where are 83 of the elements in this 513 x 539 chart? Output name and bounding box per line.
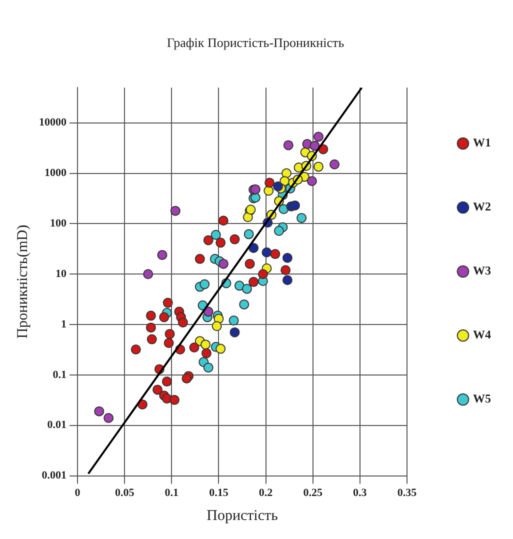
- point: [152, 384, 163, 395]
- point: [162, 298, 173, 308]
- point: [212, 321, 222, 332]
- y-tick-label: 0.001: [42, 470, 66, 482]
- point: [228, 316, 239, 326]
- point: [234, 280, 244, 291]
- point: [244, 258, 255, 269]
- point: [242, 284, 252, 294]
- point: [164, 328, 175, 339]
- point: [242, 212, 253, 222]
- point: [218, 258, 228, 269]
- point: [162, 376, 172, 387]
- point: [203, 362, 214, 373]
- x-tick-label: 0.15: [209, 487, 229, 500]
- point: [290, 200, 300, 210]
- point: [230, 327, 240, 338]
- point: [310, 140, 320, 151]
- point: [94, 406, 104, 416]
- x-tick-label: 0.2: [258, 487, 274, 500]
- legend-label: W2: [473, 200, 491, 214]
- y-tick-label: 10: [56, 268, 67, 280]
- x-tick-label: 0.35: [397, 487, 418, 500]
- point: [244, 229, 254, 240]
- legend-label: W4: [473, 328, 491, 342]
- point: [104, 413, 114, 424]
- point: [169, 394, 180, 405]
- point: [314, 162, 324, 172]
- point: [178, 317, 188, 328]
- point: [248, 276, 259, 287]
- point: [164, 338, 174, 348]
- point: [239, 299, 250, 310]
- y-tick-label: 1: [61, 318, 66, 330]
- x-tick-label: 0.1: [164, 487, 179, 500]
- point: [146, 310, 156, 321]
- point: [264, 178, 275, 188]
- point: [201, 348, 212, 358]
- point: [218, 216, 228, 226]
- point: [216, 238, 226, 248]
- point: [262, 247, 272, 258]
- y-tick-label: 10000: [39, 116, 67, 129]
- point: [274, 226, 284, 236]
- x-tick-label: 0.25: [303, 487, 323, 500]
- y-tick-label: 100: [50, 218, 67, 230]
- point: [203, 235, 214, 246]
- point: [258, 269, 268, 280]
- point: [146, 334, 157, 344]
- point: [146, 322, 156, 333]
- point: [189, 342, 200, 353]
- x-axis-title: Пористість: [206, 508, 278, 524]
- point: [210, 230, 221, 240]
- point: [157, 250, 168, 260]
- legend-label: W1: [473, 136, 491, 150]
- point: [280, 265, 291, 276]
- point: [170, 206, 180, 216]
- point: [230, 234, 240, 244]
- point: [216, 344, 226, 354]
- point: [143, 269, 154, 280]
- point: [273, 181, 284, 192]
- chart-title: Графік Пористість-Проникність: [166, 35, 344, 50]
- point: [306, 176, 317, 186]
- point: [200, 279, 210, 290]
- point: [283, 140, 294, 150]
- x-tick-label: 0.05: [114, 487, 135, 500]
- x-tick-label: 0: [74, 487, 81, 500]
- point: [330, 159, 340, 170]
- y-tick-label: 0.01: [47, 419, 66, 432]
- point: [282, 252, 292, 263]
- point: [270, 249, 280, 260]
- legend-label: W5: [473, 392, 491, 406]
- point: [130, 344, 141, 354]
- point: [200, 340, 211, 350]
- point: [314, 132, 324, 142]
- y-tick-label: 1000: [44, 167, 67, 180]
- point: [264, 186, 274, 196]
- point: [159, 312, 170, 322]
- y-axis-title: Проникність(mD): [14, 224, 31, 339]
- y-tick-label: 0.1: [52, 368, 66, 381]
- point: [296, 212, 307, 223]
- x-tick-label: 0.3: [353, 487, 368, 500]
- legend-label: W3: [473, 264, 491, 278]
- point: [194, 254, 205, 264]
- point: [282, 275, 292, 286]
- point: [182, 374, 192, 384]
